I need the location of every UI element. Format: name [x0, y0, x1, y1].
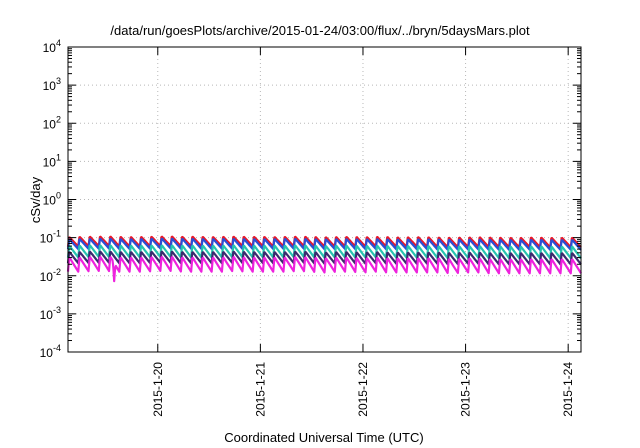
chart-title: /data/run/goesPlots/archive/2015-01-24/0…: [110, 23, 530, 38]
x-tick-label: 2015-1-24: [561, 362, 575, 417]
y-tick-label: 100: [43, 191, 61, 208]
x-tick-label: 2015-1-22: [356, 362, 370, 417]
y-tick-label: 104: [43, 38, 61, 55]
y-tick-label: 101: [43, 152, 61, 169]
y-tick-label: 102: [43, 114, 61, 131]
series-layer: [66, 235, 582, 283]
x-tick-label: 2015-1-23: [459, 362, 473, 417]
y-tick-label: 103: [43, 76, 61, 93]
grid: [68, 47, 581, 352]
x-axis-label: Coordinated Universal Time (UTC): [224, 430, 423, 445]
y-axis-label: cSv/day: [28, 176, 43, 223]
y-tick-labels: 10-4 10-3 10-2 10-1 100 101 102 103 104: [40, 38, 61, 360]
y-tick-label: 10-4: [40, 343, 61, 360]
ticks: [68, 46, 581, 353]
x-tick-labels: 2015-1-20 2015-1-21 2015-1-22 2015-1-23 2015…: [151, 362, 575, 417]
x-tick-label: 2015-1-20: [151, 362, 165, 417]
y-tick-label: 10-2: [40, 267, 61, 284]
x-tick-label: 2015-1-21: [253, 362, 267, 417]
series-line: [66, 256, 582, 283]
y-tick-label: 10-3: [40, 305, 61, 322]
y-tick-label: 10-1: [40, 229, 61, 246]
